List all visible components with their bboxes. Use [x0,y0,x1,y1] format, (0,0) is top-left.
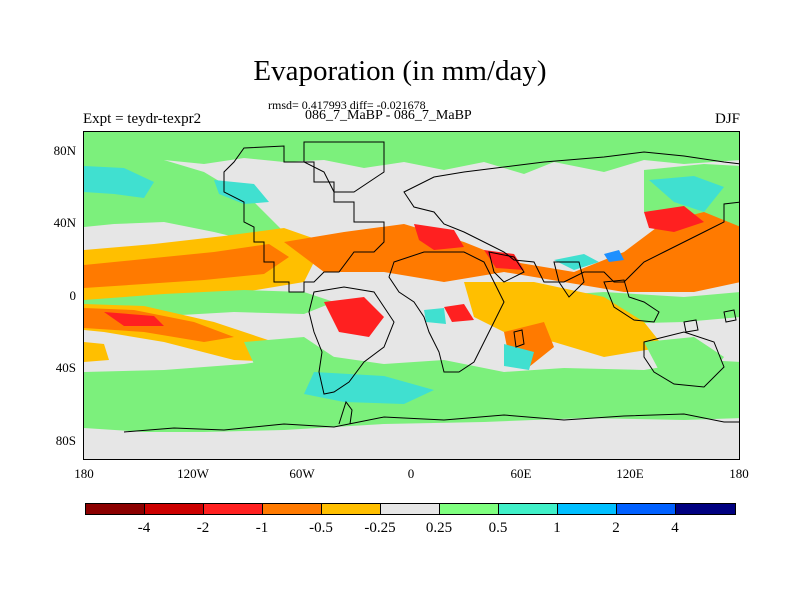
field-lightorange-south-indian [464,282,664,357]
colorbar-box [145,504,204,514]
experiment-label: Expt = teydr-texpr2 [83,111,202,127]
colorbar-label: 0.5 [488,520,508,536]
colorbar-label: -0.25 [364,520,396,536]
map-svg [84,132,739,459]
plot-title: Evaporation (in mm/day) [253,55,547,87]
field-cyan-south-indian [504,344,534,370]
field-red-mediterranean [414,224,464,250]
field-cyan-southatlantic [424,308,446,324]
y-tick-label: 80S [55,433,76,448]
coast-india [553,261,585,298]
field-green-southamerica [244,337,334,372]
y-tick-label: 40N [53,215,76,230]
field-green-arctic [84,132,739,174]
x-tick-label: 120E [616,466,644,481]
field-red-southatlantic [444,304,474,322]
colorbar-box [440,504,499,514]
x-tick-label: 0 [407,466,415,481]
colorbar-box [558,504,617,514]
coast-madagascar [513,329,525,348]
coast-africa [388,251,505,373]
y-tick-label: 0 [69,288,77,303]
field-cyan-westpacific [214,180,269,204]
field-green-australia [644,337,724,382]
coast-greenland [303,141,385,193]
coast-australia [643,331,725,388]
x-tick-label: 120W [177,466,209,481]
colorbar-label: -4 [137,520,151,536]
field-red-eastasia [644,206,704,232]
evaporation-map [83,131,740,460]
colorbar-label: 0.25 [425,520,453,536]
colorbar-box [617,504,676,514]
coast-europe-asia [403,151,739,283]
x-tick-label: 60W [289,466,315,481]
coast-southeast-asia [603,279,660,323]
x-tick-label: 180 [74,466,94,481]
colorbar-label: -2 [196,520,210,536]
season-label: DJF [714,111,740,127]
colorbar-box [86,504,145,514]
colorbar-box [263,504,322,514]
field-red-south-pacific [104,312,164,326]
x-tick-label: 60E [510,466,532,481]
case-subtitle: 086_7_MaBP - 086_7_MaBP [305,108,472,123]
field-grey-antarctica [84,418,739,459]
colorbar-box [381,504,440,514]
y-tick-label: 80N [53,143,76,158]
colorbar [85,503,736,515]
field-red-southamerica [324,297,384,337]
stats-subtitle: rmsd= 0.417993 diff= -0.021678 [268,98,426,112]
coastlines [123,141,739,433]
coast-antarctic-peninsula [338,400,353,425]
x-tick-label: 180 [729,466,749,481]
coast-pacific-islands [683,309,737,333]
field-cyan-southern-ocean [304,372,434,404]
field-orange-north-tropics-core [84,244,289,288]
colorbar-label: 1 [553,520,561,536]
coast-north-america [223,145,385,293]
field-lightorange-southwest [84,342,109,362]
colorbar-box [204,504,263,514]
field-blue-indian [604,250,624,262]
coast-antarctica [123,413,739,433]
colorbar-label: -0.5 [309,520,333,536]
y-tick-label: 40S [55,360,76,375]
coast-arabia [488,251,525,283]
field-orange-eurasia [284,212,739,292]
colorbar-box [676,504,735,514]
field-cyan-northpacific [84,166,154,198]
field-red-arabia [484,250,524,270]
field-cyan-northatlantic [649,176,724,212]
colorbar-label: -1 [255,520,269,536]
colorbar-box [322,504,381,514]
colorbar-box [499,504,558,514]
coast-south-america [308,286,395,395]
colorbar-label: 4 [671,520,679,536]
colorbar-label: 2 [612,520,620,536]
